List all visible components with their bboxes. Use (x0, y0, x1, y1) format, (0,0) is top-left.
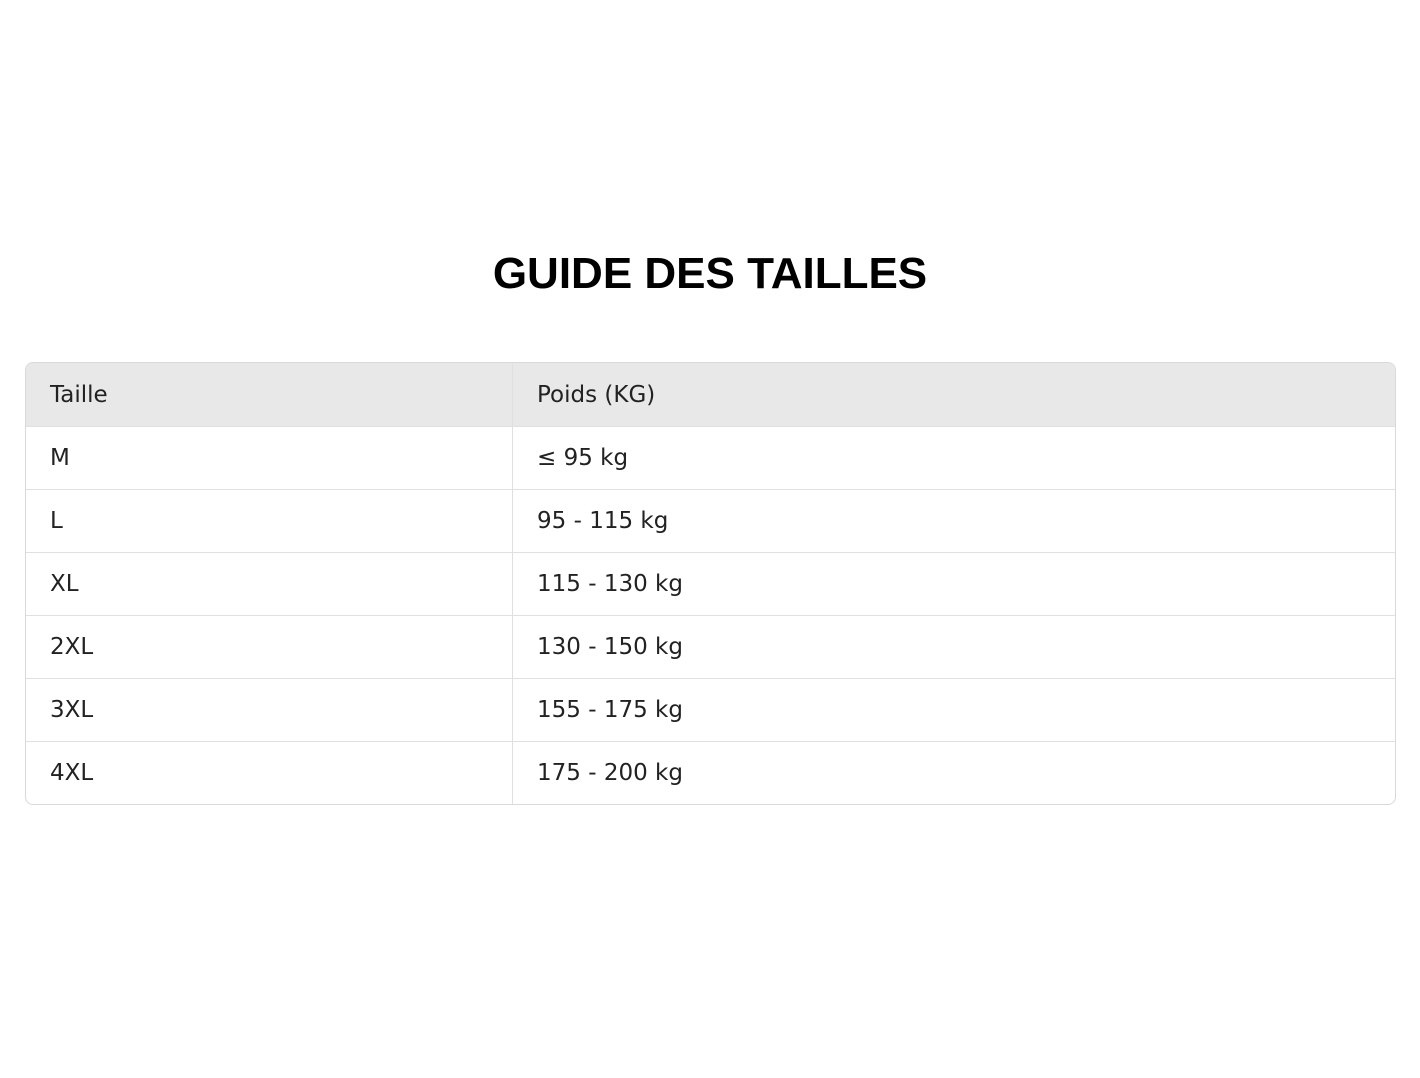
header-weight: Poids (KG) (537, 381, 656, 408)
weight-cell: 115 - 130 kg (537, 571, 683, 597)
weight-cell: 155 - 175 kg (537, 697, 683, 723)
table-row: M ≤ 95 kg (26, 426, 1395, 489)
weight-cell: 175 - 200 kg (537, 760, 683, 786)
size-table: Taille Poids (KG) M ≤ 95 kg L 95 - 115 kg XL… (25, 362, 1396, 805)
size-cell: 2XL (50, 634, 94, 660)
weight-cell: ≤ 95 kg (537, 445, 629, 471)
table-row: L 95 - 115 kg (26, 489, 1395, 552)
size-cell: M (50, 445, 70, 471)
size-cell: 3XL (50, 697, 94, 723)
table-row: 4XL 175 - 200 kg (26, 741, 1395, 804)
weight-cell: 95 - 115 kg (537, 508, 669, 534)
size-cell: XL (50, 571, 79, 597)
table-row: 3XL 155 - 175 kg (26, 678, 1395, 741)
table-row: XL 115 - 130 kg (26, 552, 1395, 615)
page-title: GUIDE DES TAILLES (492, 249, 928, 298)
header-size: Taille (50, 381, 108, 408)
size-cell: L (50, 508, 63, 534)
table-header: Taille Poids (KG) (26, 363, 1395, 426)
size-cell: 4XL (50, 760, 94, 786)
weight-cell: 130 - 150 kg (537, 634, 683, 660)
table-row: 2XL 130 - 150 kg (26, 615, 1395, 678)
